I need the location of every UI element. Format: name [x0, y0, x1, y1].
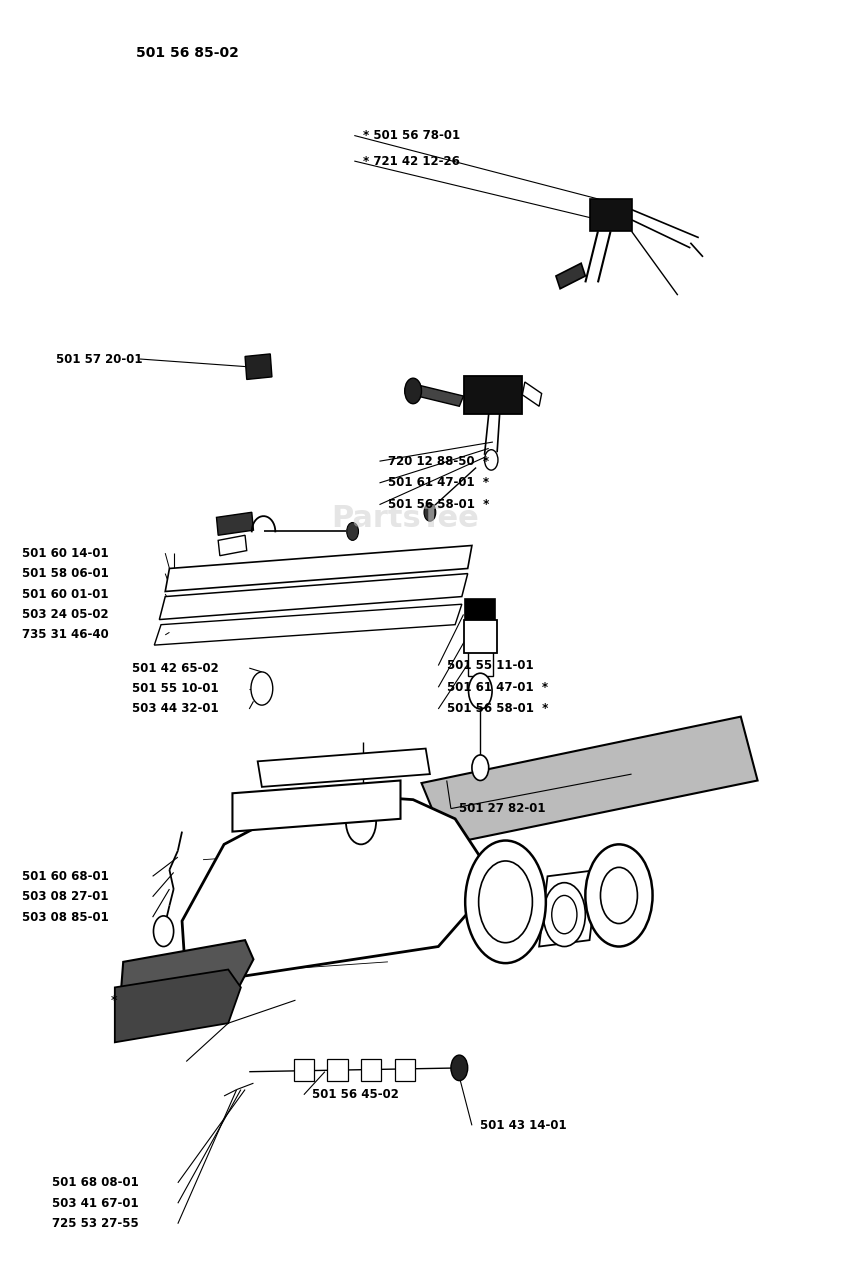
- Circle shape: [472, 755, 489, 781]
- Polygon shape: [245, 353, 272, 379]
- Text: 503 24 05-02: 503 24 05-02: [23, 608, 109, 621]
- Text: 501 43 14-01: 501 43 14-01: [481, 1119, 567, 1132]
- Text: 503 44 32-01: 503 44 32-01: [132, 703, 218, 716]
- Text: 501 56 45-02: 501 56 45-02: [312, 1088, 399, 1101]
- Text: 501 42 65-02: 501 42 65-02: [132, 662, 218, 675]
- Polygon shape: [422, 717, 758, 845]
- Polygon shape: [327, 1059, 347, 1080]
- Text: 501 60 68-01: 501 60 68-01: [23, 870, 109, 883]
- Text: 503 41 67-01: 503 41 67-01: [51, 1197, 138, 1210]
- Text: 501 60 14-01: 501 60 14-01: [23, 547, 109, 559]
- Circle shape: [451, 1055, 468, 1080]
- Polygon shape: [361, 1059, 381, 1080]
- Text: 501 27 82-01: 501 27 82-01: [459, 803, 545, 815]
- Circle shape: [465, 841, 546, 963]
- Text: 501 61 47-01  *: 501 61 47-01 *: [388, 476, 489, 489]
- Polygon shape: [523, 381, 542, 406]
- Polygon shape: [218, 535, 247, 556]
- Text: 501 68 08-01: 501 68 08-01: [51, 1176, 138, 1189]
- Text: 501 55 11-01: 501 55 11-01: [447, 659, 534, 672]
- Text: 720 12 88-50  *: 720 12 88-50 *: [388, 454, 489, 467]
- Text: 501 61 47-01  *: 501 61 47-01 *: [447, 681, 548, 694]
- Circle shape: [153, 916, 174, 946]
- Circle shape: [346, 799, 376, 845]
- Circle shape: [469, 673, 492, 709]
- Polygon shape: [182, 794, 481, 984]
- Polygon shape: [465, 599, 496, 621]
- Circle shape: [479, 861, 533, 942]
- Polygon shape: [165, 545, 472, 591]
- Circle shape: [600, 868, 637, 924]
- Polygon shape: [468, 650, 493, 676]
- Polygon shape: [589, 200, 631, 232]
- Circle shape: [551, 896, 577, 934]
- Polygon shape: [115, 969, 241, 1042]
- Text: 501 60 01-01: 501 60 01-01: [23, 588, 109, 600]
- Text: 501 56 58-01  *: 501 56 58-01 *: [447, 703, 548, 716]
- Circle shape: [424, 503, 436, 521]
- Text: 735 31 46-40: 735 31 46-40: [23, 628, 109, 641]
- Text: 503 08 27-01: 503 08 27-01: [23, 890, 109, 904]
- Circle shape: [544, 883, 585, 946]
- Text: 725 53 27-55: 725 53 27-55: [51, 1217, 138, 1230]
- Text: 501 58 06-01: 501 58 06-01: [23, 567, 109, 580]
- Text: PartsTee: PartsTee: [330, 504, 479, 534]
- Circle shape: [485, 449, 498, 470]
- Text: 501 56 85-02: 501 56 85-02: [136, 46, 239, 60]
- Circle shape: [405, 378, 422, 403]
- Text: * 501 56 78-01: * 501 56 78-01: [362, 129, 459, 142]
- Polygon shape: [119, 940, 254, 1016]
- Polygon shape: [395, 1059, 415, 1080]
- Polygon shape: [258, 749, 430, 787]
- Text: 501 56 58-01  *: 501 56 58-01 *: [388, 498, 489, 511]
- Text: 501 55 10-01: 501 55 10-01: [132, 682, 218, 695]
- Polygon shape: [154, 604, 462, 645]
- Polygon shape: [464, 620, 497, 653]
- Polygon shape: [233, 781, 400, 832]
- Text: 503 08 85-01: 503 08 85-01: [23, 910, 109, 924]
- Polygon shape: [464, 375, 523, 413]
- Circle shape: [585, 845, 652, 946]
- Polygon shape: [159, 573, 468, 620]
- Polygon shape: [540, 870, 598, 946]
- Polygon shape: [294, 1059, 314, 1080]
- Circle shape: [346, 522, 358, 540]
- Text: *: *: [110, 993, 117, 1006]
- Polygon shape: [217, 512, 254, 535]
- Text: * 721 42 12-26: * 721 42 12-26: [362, 155, 459, 168]
- Polygon shape: [417, 385, 464, 406]
- Circle shape: [251, 672, 273, 705]
- Text: 501 57 20-01: 501 57 20-01: [56, 352, 142, 366]
- Polygon shape: [556, 264, 585, 289]
